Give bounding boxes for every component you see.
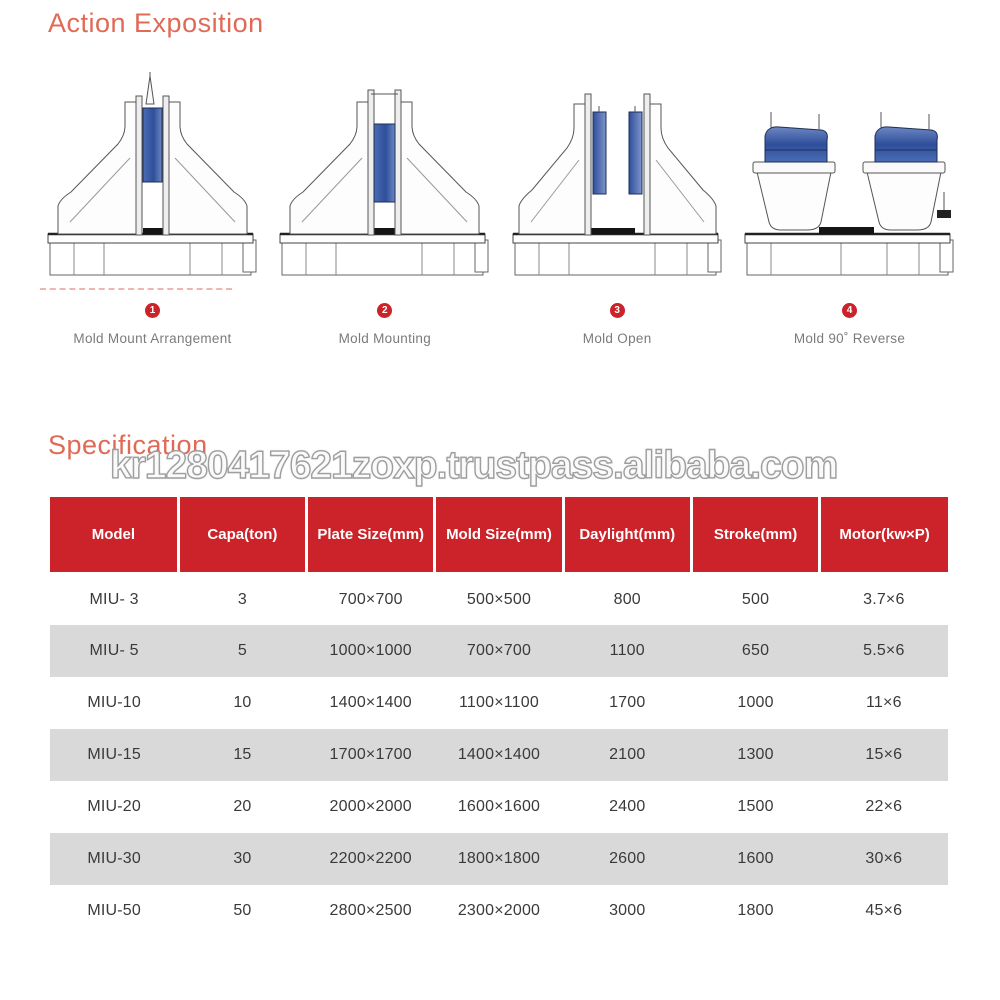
table-cell: 15×6 <box>819 729 948 781</box>
table-cell: MIU-20 <box>87 798 141 815</box>
table-cell: 11×6 <box>866 694 902 711</box>
table-cell: MIU-30 <box>50 833 179 885</box>
table-row: MIU-30 30 2200×2200 1800×1800 2600 1600 30×6 <box>50 833 948 885</box>
table-cell: 1100 <box>563 625 692 677</box>
column-header: Model <box>50 497 180 575</box>
table-cell: 1600×1600 <box>457 798 541 815</box>
column-header: Stroke(mm) <box>691 497 822 575</box>
table-row: MIU-15 15 1700×1700 1400×1400 2100 1300 15×6 <box>50 729 948 781</box>
table-cell: MIU-10 <box>87 694 141 711</box>
step-2-caption: Mold Mounting <box>338 331 432 346</box>
step-1-caption: Mold Mount Arrangement <box>73 331 232 346</box>
specification-title: Specification <box>48 430 208 460</box>
table-cell: 1500 <box>737 798 774 815</box>
table-cell: 50 <box>233 902 252 919</box>
table-row: MIU-50 50 2800×2500 2300×2000 3000 1800 45×6 <box>50 885 948 937</box>
table-cell: MIU- 3 <box>89 590 139 608</box>
table-cell: 2600 <box>563 833 692 885</box>
table-cell: 1800 <box>737 902 774 919</box>
table-cell: 1700 <box>609 694 646 711</box>
column-header: Plate Size(mm) <box>306 497 437 575</box>
table-row: MIU-10 10 1400×1400 1100×1100 1700 1000 11×6 <box>50 677 948 729</box>
table-cell: 500 <box>741 590 770 608</box>
table-cell: 1700×1700 <box>306 729 435 781</box>
table-cell: 700×700 <box>338 590 403 608</box>
table-cell: 22×6 <box>865 798 903 815</box>
table-cell: 500×500 <box>466 590 532 608</box>
table-cell: 1300 <box>691 729 820 781</box>
table-cell: 2100 <box>563 729 692 781</box>
column-header: Daylight(mm) <box>563 497 693 575</box>
table-cell: 15 <box>178 729 307 781</box>
machine-diagram-3-icon <box>512 93 722 276</box>
table-cell: 2300×2000 <box>457 902 541 919</box>
step-2-badge: 2 <box>377 303 393 318</box>
column-header: Mold Size(mm) <box>434 497 565 575</box>
table-cell: 10 <box>233 694 252 711</box>
table-cell: 1400×1400 <box>329 694 412 711</box>
table-cell: 1600 <box>691 833 820 885</box>
table-cell: 5 <box>178 625 307 677</box>
figure-mold-mount-arrangement: 1 Mold Mount Arrangement <box>40 72 265 346</box>
table-row: MIU-20 20 2000×2000 1600×1600 2400 1500 22×6 <box>50 781 948 833</box>
table-cell: 2400 <box>609 798 646 815</box>
table-cell: 3000 <box>609 902 646 919</box>
page-title: Action Exposition <box>48 8 264 38</box>
watermark-text: kr1280417621zoxp.trustpass.alibaba.com <box>109 443 839 487</box>
table-cell: 800 <box>613 590 641 608</box>
table-row: MIU- 3 3 700×700 500×500 800 500 3.7×6 <box>50 573 948 625</box>
table-cell: 1100×1100 <box>459 694 539 711</box>
machine-diagram-1-icon <box>47 72 257 276</box>
table-cell: 1800×1800 <box>434 833 564 885</box>
table-row: MIU- 5 5 1000×1000 700×700 1100 650 5.5×6 <box>50 625 948 677</box>
table-cell: 700×700 <box>434 625 564 677</box>
column-header: Motor(kw×P) <box>819 497 948 575</box>
table-cell: 2800×2500 <box>329 902 412 919</box>
table-cell: 20 <box>233 798 252 815</box>
table-cell: 3 <box>237 590 247 608</box>
table-cell: 1000×1000 <box>306 625 435 677</box>
table-cell: 5.5×6 <box>819 625 948 677</box>
table-cell: 45×6 <box>865 902 903 919</box>
step-3-caption: Mold Open <box>582 331 652 346</box>
table-cell: MIU- 5 <box>50 625 179 677</box>
table-cell: 1400×1400 <box>434 729 564 781</box>
table-cell: MIU-15 <box>50 729 179 781</box>
step-4-badge: 4 <box>841 303 857 318</box>
column-header: Capa(ton) <box>178 497 309 575</box>
figure-mold-open: 3 Mold Open <box>505 72 730 346</box>
table-cell: 2200×2200 <box>306 833 435 885</box>
machine-diagram-2-icon <box>279 89 489 276</box>
step-1-badge: 1 <box>145 303 160 318</box>
table-cell: 30 <box>178 833 307 885</box>
figure-mold-mounting: 2 Mold Mounting <box>272 72 497 346</box>
machine-diagram-4-icon <box>744 112 954 276</box>
table-cell: 1000 <box>737 694 774 711</box>
table-cell: 30×6 <box>819 833 948 885</box>
action-exposition-figures: 1 Mold Mount Arrangement <box>40 72 962 346</box>
step-4-caption: Mold 90˚ Reverse <box>793 331 906 346</box>
table-cell: MIU-50 <box>87 902 141 919</box>
step-3-badge: 3 <box>609 303 625 318</box>
table-cell: 3.7×6 <box>863 590 905 608</box>
figure-mold-90-reverse: 4 Mold 90˚ Reverse <box>737 72 962 346</box>
table-cell: 2000×2000 <box>329 798 412 815</box>
specification-table: Model Capa(ton) Plate Size(mm) Mold Size(mm… <box>50 497 948 937</box>
specification-table-header: Model Capa(ton) Plate Size(mm) Mold Size(mm… <box>50 497 948 575</box>
red-dashed-underline <box>40 288 232 290</box>
table-cell: 650 <box>691 625 820 677</box>
